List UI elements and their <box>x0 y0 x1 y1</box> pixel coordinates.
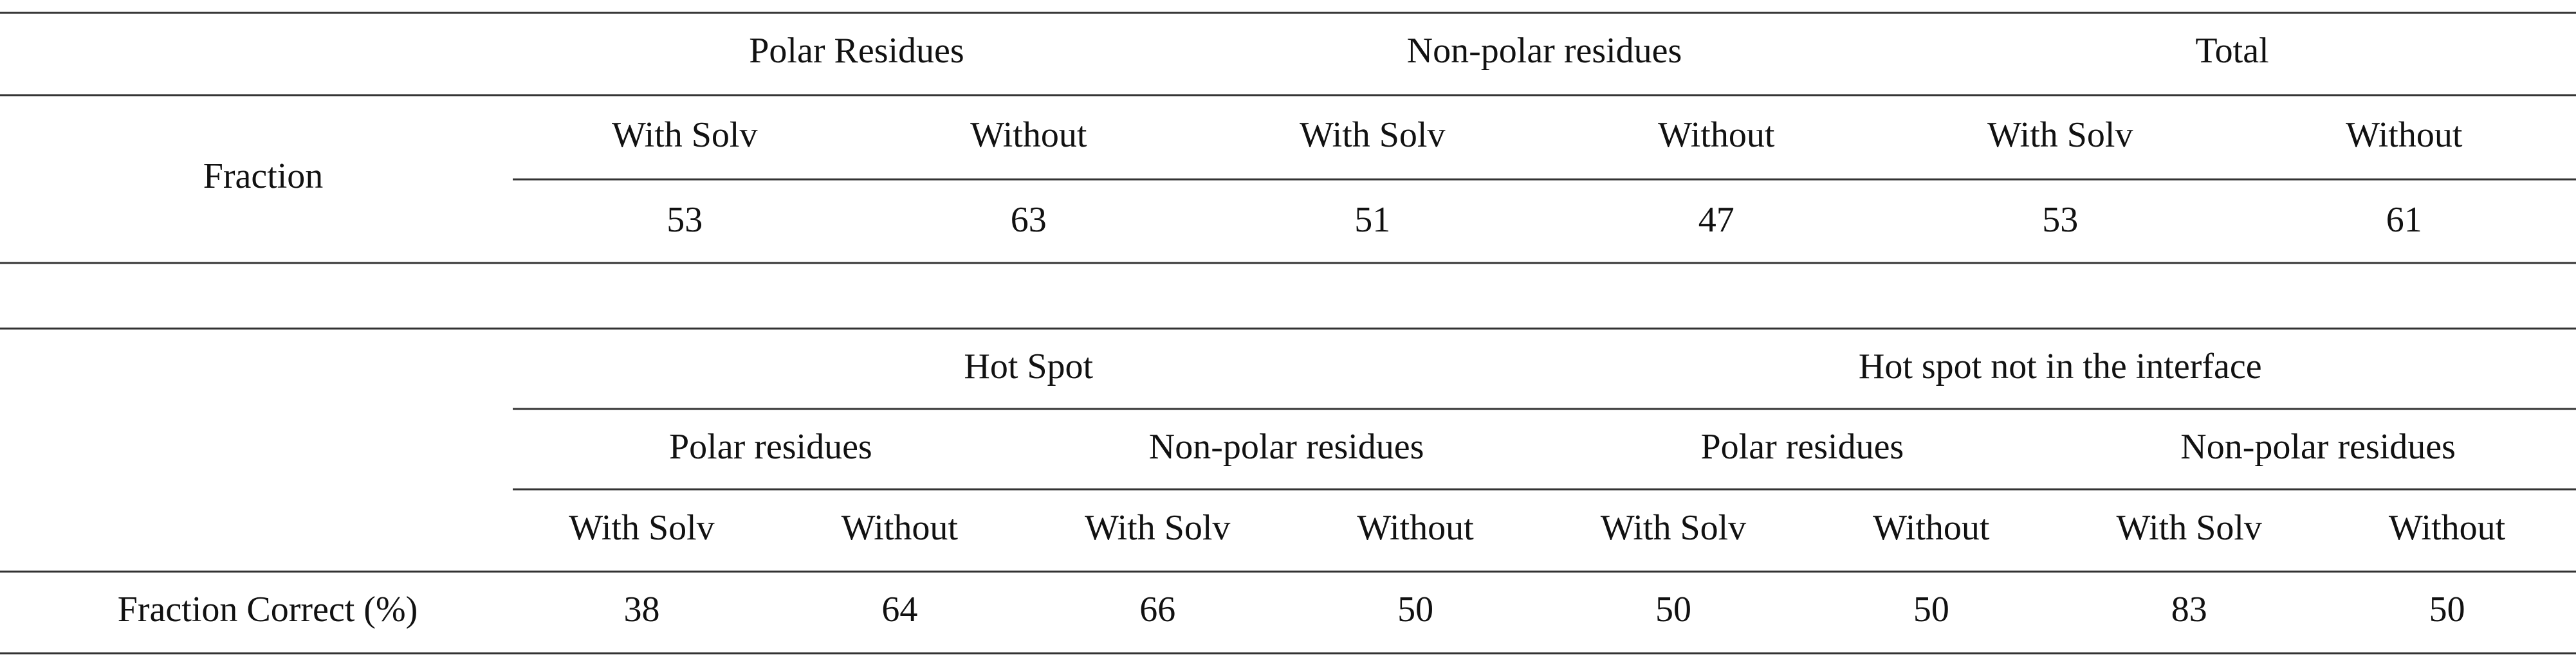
cell-value: 66 <box>1139 590 1175 629</box>
sub-header: With Solv <box>1601 508 1746 548</box>
sub-header: Without <box>2389 508 2506 548</box>
sub-header: With Solv <box>2116 508 2261 548</box>
subgroup-header: Non-polar residues <box>1149 427 1424 467</box>
group-header: Hot Spot <box>964 347 1093 386</box>
subgroup-header: Polar residues <box>669 427 872 467</box>
sub-header: Without <box>1658 115 1775 155</box>
cell-value: 61 <box>2386 200 2422 240</box>
cell-value: 50 <box>1655 590 1691 629</box>
cell-value: 83 <box>2171 590 2207 629</box>
cell-value: 53 <box>667 200 703 240</box>
row-label: Fraction Correct (%) <box>118 590 418 629</box>
sub-header: With Solv <box>1085 508 1230 548</box>
cell-value: 50 <box>1913 590 1949 629</box>
cell-value: 50 <box>1397 590 1433 629</box>
cell-value: 38 <box>623 590 659 629</box>
sub-header: With Solv <box>1300 115 1445 155</box>
cell-value: 51 <box>1354 200 1390 240</box>
cell-value: 63 <box>1011 200 1047 240</box>
sub-header: Without <box>1873 508 1990 548</box>
sub-header: Without <box>842 508 959 548</box>
sub-header: With Solv <box>569 508 714 548</box>
cell-value: 47 <box>1698 200 1734 240</box>
sub-header: With Solv <box>1987 115 2133 155</box>
row-label: Fraction <box>203 156 324 196</box>
sub-header: Without <box>970 115 1087 155</box>
sub-header: Without <box>2346 115 2463 155</box>
subgroup-header: Non-polar residues <box>2180 427 2456 467</box>
cell-value: 64 <box>881 590 917 629</box>
group-header: Polar Residues <box>749 31 964 71</box>
group-header: Non-polar residues <box>1407 31 1682 71</box>
subgroup-header: Polar residues <box>1701 427 1904 467</box>
cell-value: 50 <box>2429 590 2465 629</box>
group-header: Total <box>2195 31 2268 71</box>
group-header: Hot spot not in the interface <box>1859 347 2262 386</box>
cell-value: 53 <box>2042 200 2078 240</box>
sub-header: With Solv <box>612 115 757 155</box>
sub-header: Without <box>1357 508 1474 548</box>
